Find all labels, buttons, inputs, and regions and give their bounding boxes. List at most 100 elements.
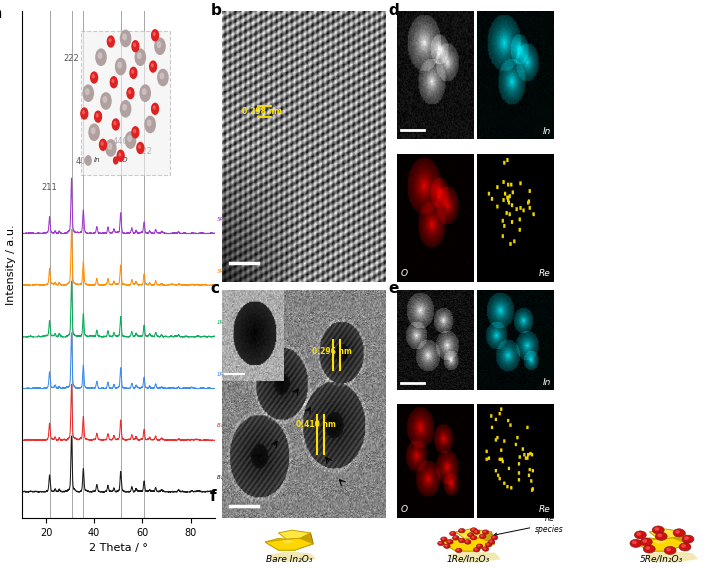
Text: O: O: [400, 505, 408, 514]
Circle shape: [120, 30, 131, 47]
Circle shape: [92, 128, 95, 134]
Text: Re
species: Re species: [494, 514, 564, 536]
Circle shape: [147, 120, 151, 126]
Polygon shape: [292, 533, 313, 550]
Circle shape: [475, 549, 477, 550]
Text: e: e: [389, 281, 399, 296]
Polygon shape: [441, 538, 494, 551]
Text: In: In: [542, 126, 551, 135]
Circle shape: [676, 530, 679, 533]
Circle shape: [454, 537, 456, 538]
Text: Re: Re: [539, 505, 551, 514]
Text: f: f: [210, 489, 216, 504]
Circle shape: [138, 145, 141, 149]
Circle shape: [123, 105, 127, 110]
Circle shape: [108, 143, 111, 149]
Circle shape: [130, 67, 137, 79]
Circle shape: [119, 153, 121, 156]
Circle shape: [487, 543, 488, 545]
Circle shape: [114, 122, 116, 125]
Polygon shape: [82, 31, 170, 175]
Circle shape: [459, 529, 465, 533]
Circle shape: [145, 116, 155, 133]
Circle shape: [151, 30, 159, 41]
Circle shape: [652, 526, 664, 534]
Circle shape: [633, 541, 636, 543]
Circle shape: [127, 88, 134, 98]
Circle shape: [478, 545, 480, 546]
Circle shape: [644, 545, 655, 553]
Circle shape: [112, 119, 119, 130]
Circle shape: [491, 535, 498, 540]
Circle shape: [118, 62, 122, 68]
Circle shape: [96, 49, 106, 65]
Circle shape: [450, 531, 456, 536]
Polygon shape: [268, 551, 316, 562]
Text: a: a: [0, 6, 1, 21]
Circle shape: [140, 85, 151, 101]
Circle shape: [157, 42, 161, 47]
Polygon shape: [456, 529, 491, 539]
Circle shape: [445, 545, 447, 546]
X-axis label: 2 Theta / °: 2 Theta / °: [89, 543, 148, 553]
Circle shape: [486, 543, 492, 547]
Circle shape: [134, 43, 135, 47]
Text: 622: 622: [136, 147, 152, 156]
Circle shape: [100, 93, 111, 109]
Circle shape: [150, 61, 157, 72]
Text: O: O: [400, 269, 408, 278]
Circle shape: [125, 132, 135, 149]
Circle shape: [442, 538, 444, 539]
Circle shape: [135, 49, 146, 65]
Circle shape: [488, 540, 495, 544]
Circle shape: [470, 535, 477, 540]
Circle shape: [451, 532, 453, 534]
Text: 1Re/In₂O₃: 1Re/In₂O₃: [446, 555, 489, 564]
Circle shape: [95, 111, 101, 122]
Text: 0.296 nm: 0.296 nm: [312, 347, 352, 356]
Circle shape: [108, 36, 114, 47]
Text: In: In: [94, 158, 100, 163]
Circle shape: [448, 541, 450, 542]
Text: In: In: [542, 378, 551, 387]
Circle shape: [151, 104, 159, 114]
Circle shape: [643, 540, 646, 542]
Circle shape: [129, 90, 131, 93]
Circle shape: [114, 157, 118, 164]
Text: d: d: [389, 3, 400, 18]
Circle shape: [138, 53, 141, 59]
Circle shape: [467, 533, 474, 537]
Circle shape: [112, 80, 114, 83]
Polygon shape: [649, 529, 685, 539]
Circle shape: [439, 542, 441, 543]
Circle shape: [123, 34, 127, 40]
Text: Re: Re: [539, 269, 551, 278]
Circle shape: [134, 130, 135, 133]
Circle shape: [475, 531, 477, 532]
Circle shape: [472, 537, 474, 538]
Circle shape: [681, 545, 685, 547]
Circle shape: [81, 108, 88, 119]
Circle shape: [470, 528, 477, 532]
Circle shape: [100, 139, 106, 150]
Circle shape: [132, 41, 139, 52]
Polygon shape: [644, 551, 698, 563]
Circle shape: [117, 150, 124, 161]
Polygon shape: [664, 532, 688, 551]
Circle shape: [664, 546, 676, 554]
Circle shape: [154, 32, 155, 36]
Circle shape: [685, 537, 688, 539]
Circle shape: [634, 531, 646, 539]
Circle shape: [103, 97, 107, 102]
Text: 5Re/In₂O₃: 5Re/In₂O₃: [640, 555, 683, 564]
Polygon shape: [652, 539, 667, 543]
Circle shape: [154, 106, 155, 109]
Polygon shape: [471, 532, 494, 551]
Circle shape: [101, 142, 103, 145]
Circle shape: [132, 127, 139, 138]
Circle shape: [460, 530, 462, 531]
Polygon shape: [281, 540, 295, 543]
Circle shape: [484, 531, 486, 532]
Circle shape: [111, 77, 117, 88]
Text: 0.298 nm: 0.298 nm: [242, 107, 282, 116]
